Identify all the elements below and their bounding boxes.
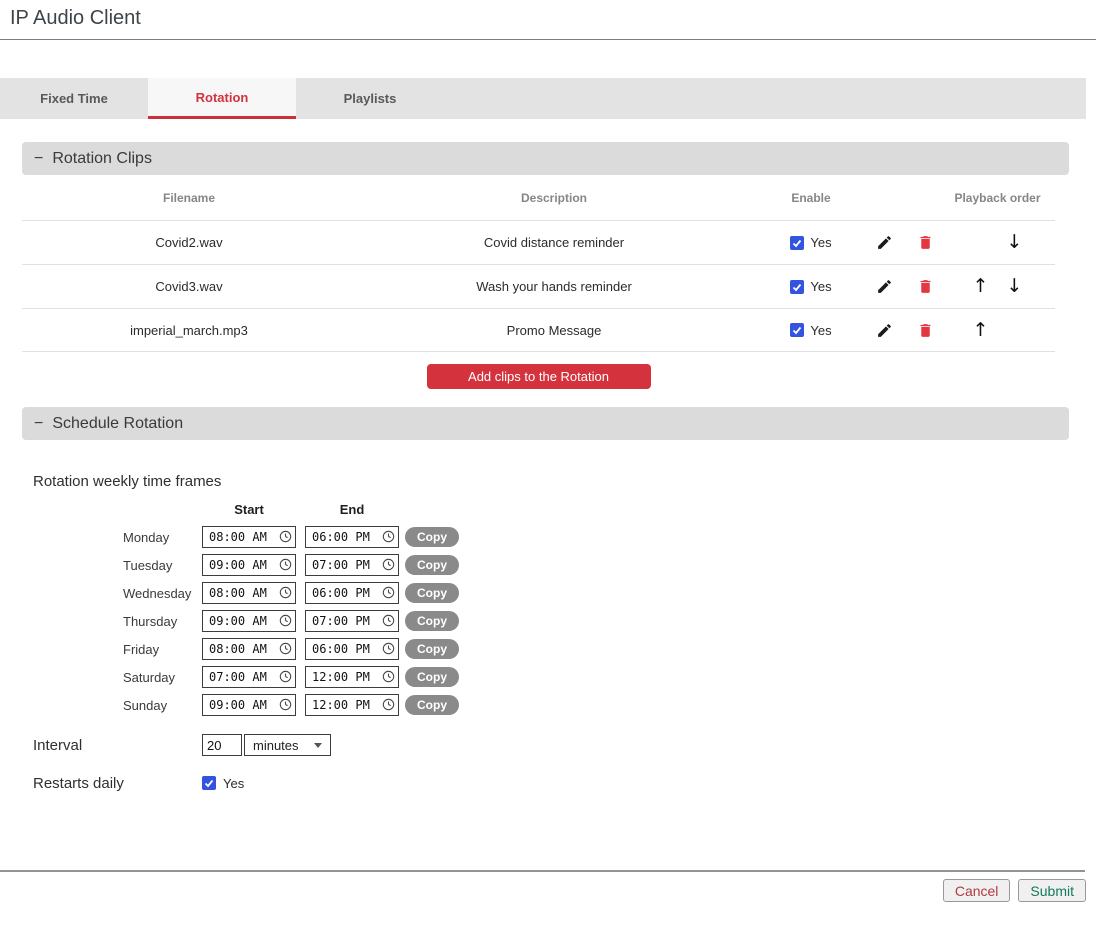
day-label: Friday bbox=[123, 641, 160, 657]
schedule-row-monday: Monday Copy bbox=[123, 526, 1096, 548]
column-header-description: Description bbox=[520, 190, 587, 205]
interval-unit-select[interactable]: minutes bbox=[244, 734, 331, 756]
move-down-icon[interactable]: ↓ bbox=[1006, 275, 1023, 297]
table-row: Covid2.wav Covid distance reminder Yes ↑… bbox=[22, 220, 1055, 264]
delete-icon[interactable] bbox=[917, 234, 934, 251]
enable-checkbox-label: Yes bbox=[810, 322, 832, 338]
page-title: IP Audio Client bbox=[10, 7, 141, 29]
friday-end-input[interactable] bbox=[305, 638, 399, 660]
edit-icon[interactable] bbox=[876, 234, 893, 251]
schedule-row-thursday: Thursday Copy bbox=[123, 610, 1096, 632]
schedule-row-friday: Friday Copy bbox=[123, 638, 1096, 660]
tab-playlists[interactable]: Playlists bbox=[343, 91, 397, 106]
enable-checkbox[interactable] bbox=[790, 323, 805, 337]
collapse-icon[interactable]: − bbox=[34, 414, 44, 432]
column-header-filename: Filename bbox=[162, 190, 216, 205]
copy-button[interactable]: Copy bbox=[405, 583, 459, 603]
enable-checkbox[interactable] bbox=[790, 235, 805, 250]
copy-button[interactable]: Copy bbox=[405, 527, 459, 547]
rotation-clips-section-header[interactable]: − Rotation Clips bbox=[22, 142, 1069, 175]
friday-start-input[interactable] bbox=[202, 638, 296, 660]
wednesday-start-input[interactable] bbox=[202, 582, 296, 604]
table-row: imperial_march.mp3 Promo Message Yes ↑ ↓ bbox=[22, 308, 1055, 352]
tab-bar: Fixed Time Rotation Playlists bbox=[0, 78, 1086, 119]
schedule-rotation-section-title: Schedule Rotation bbox=[52, 414, 184, 432]
move-down-icon[interactable]: ↓ bbox=[1006, 231, 1023, 253]
header-divider bbox=[0, 39, 1096, 40]
day-label: Sunday bbox=[123, 697, 168, 713]
wednesday-end-input[interactable] bbox=[305, 582, 399, 604]
interval-unit-value: minutes bbox=[253, 737, 299, 753]
interval-row: Interval minutes bbox=[33, 734, 1096, 756]
restarts-daily-row: Restarts daily Yes bbox=[33, 772, 1096, 794]
restarts-daily-checkbox-label: Yes bbox=[223, 775, 245, 791]
saturday-start-input[interactable] bbox=[202, 666, 296, 688]
day-label: Monday bbox=[123, 529, 170, 545]
tuesday-end-input[interactable] bbox=[305, 554, 399, 576]
sunday-start-input[interactable] bbox=[202, 694, 296, 716]
monday-end-input[interactable] bbox=[305, 526, 399, 548]
monday-start-input[interactable] bbox=[202, 526, 296, 548]
copy-button[interactable]: Copy bbox=[405, 695, 459, 715]
clip-description: Promo Message bbox=[506, 322, 602, 338]
interval-label: Interval bbox=[33, 736, 83, 754]
footer-divider bbox=[0, 870, 1085, 872]
schedule-column-headers: Start End bbox=[202, 502, 1096, 520]
copy-button[interactable]: Copy bbox=[405, 611, 459, 631]
column-header-playback-order: Playback order bbox=[954, 190, 1041, 205]
delete-icon[interactable] bbox=[917, 278, 934, 295]
move-up-icon[interactable]: ↑ bbox=[972, 275, 989, 297]
enable-checkbox-label: Yes bbox=[810, 279, 832, 294]
start-column-header: Start bbox=[234, 502, 264, 517]
schedule-row-tuesday: Tuesday Copy bbox=[123, 554, 1096, 576]
enable-checkbox-label: Yes bbox=[810, 235, 832, 250]
cancel-button[interactable]: Cancel bbox=[942, 879, 1011, 902]
column-header-enable: Enable bbox=[791, 190, 831, 205]
day-label: Tuesday bbox=[123, 557, 173, 573]
edit-icon[interactable] bbox=[876, 278, 893, 295]
thursday-end-input[interactable] bbox=[305, 610, 399, 632]
restarts-daily-label: Restarts daily bbox=[33, 774, 124, 792]
tab-rotation[interactable]: Rotation bbox=[148, 78, 296, 119]
clip-description: Wash your hands reminder bbox=[476, 279, 632, 294]
schedule-row-saturday: Saturday Copy bbox=[123, 666, 1096, 688]
table-header-row: Filename Description Enable Playback ord… bbox=[22, 175, 1055, 220]
sunday-end-input[interactable] bbox=[305, 694, 399, 716]
end-column-header: End bbox=[339, 502, 365, 517]
restarts-daily-checkbox[interactable] bbox=[202, 776, 216, 790]
schedule-row-sunday: Sunday Copy bbox=[123, 694, 1096, 716]
day-label: Saturday bbox=[123, 669, 176, 685]
clip-filename: Covid3.wav bbox=[155, 279, 223, 294]
day-label: Thursday bbox=[123, 613, 178, 629]
submit-button[interactable]: Submit bbox=[1018, 879, 1086, 902]
clip-filename: imperial_march.mp3 bbox=[130, 322, 248, 338]
collapse-icon[interactable]: − bbox=[34, 149, 44, 167]
add-clips-button[interactable]: Add clips to the Rotation bbox=[426, 364, 651, 389]
thursday-start-input[interactable] bbox=[202, 610, 296, 632]
schedule-rotation-section-header[interactable]: − Schedule Rotation bbox=[22, 407, 1069, 440]
copy-button[interactable]: Copy bbox=[405, 639, 459, 659]
rotation-clips-table: Filename Description Enable Playback ord… bbox=[22, 175, 1055, 352]
tab-fixed-time[interactable]: Fixed Time bbox=[40, 91, 108, 106]
copy-button[interactable]: Copy bbox=[405, 555, 459, 575]
interval-value-input[interactable] bbox=[202, 734, 242, 756]
schedule-row-wednesday: Wednesday Copy bbox=[123, 582, 1096, 604]
copy-button[interactable]: Copy bbox=[405, 667, 459, 687]
saturday-end-input[interactable] bbox=[305, 666, 399, 688]
table-row: Covid3.wav Wash your hands reminder Yes … bbox=[22, 264, 1055, 308]
delete-icon[interactable] bbox=[917, 322, 934, 339]
edit-icon[interactable] bbox=[876, 322, 893, 339]
tuesday-start-input[interactable] bbox=[202, 554, 296, 576]
enable-checkbox[interactable] bbox=[790, 279, 805, 294]
rotation-clips-section-title: Rotation Clips bbox=[52, 149, 152, 167]
clip-description: Covid distance reminder bbox=[483, 235, 625, 250]
weekly-time-frames-label: Rotation weekly time frames bbox=[33, 473, 222, 490]
move-up-icon[interactable]: ↑ bbox=[972, 318, 989, 341]
day-label: Wednesday bbox=[123, 585, 192, 601]
clip-filename: Covid2.wav bbox=[155, 235, 223, 250]
chevron-down-icon bbox=[314, 742, 322, 748]
